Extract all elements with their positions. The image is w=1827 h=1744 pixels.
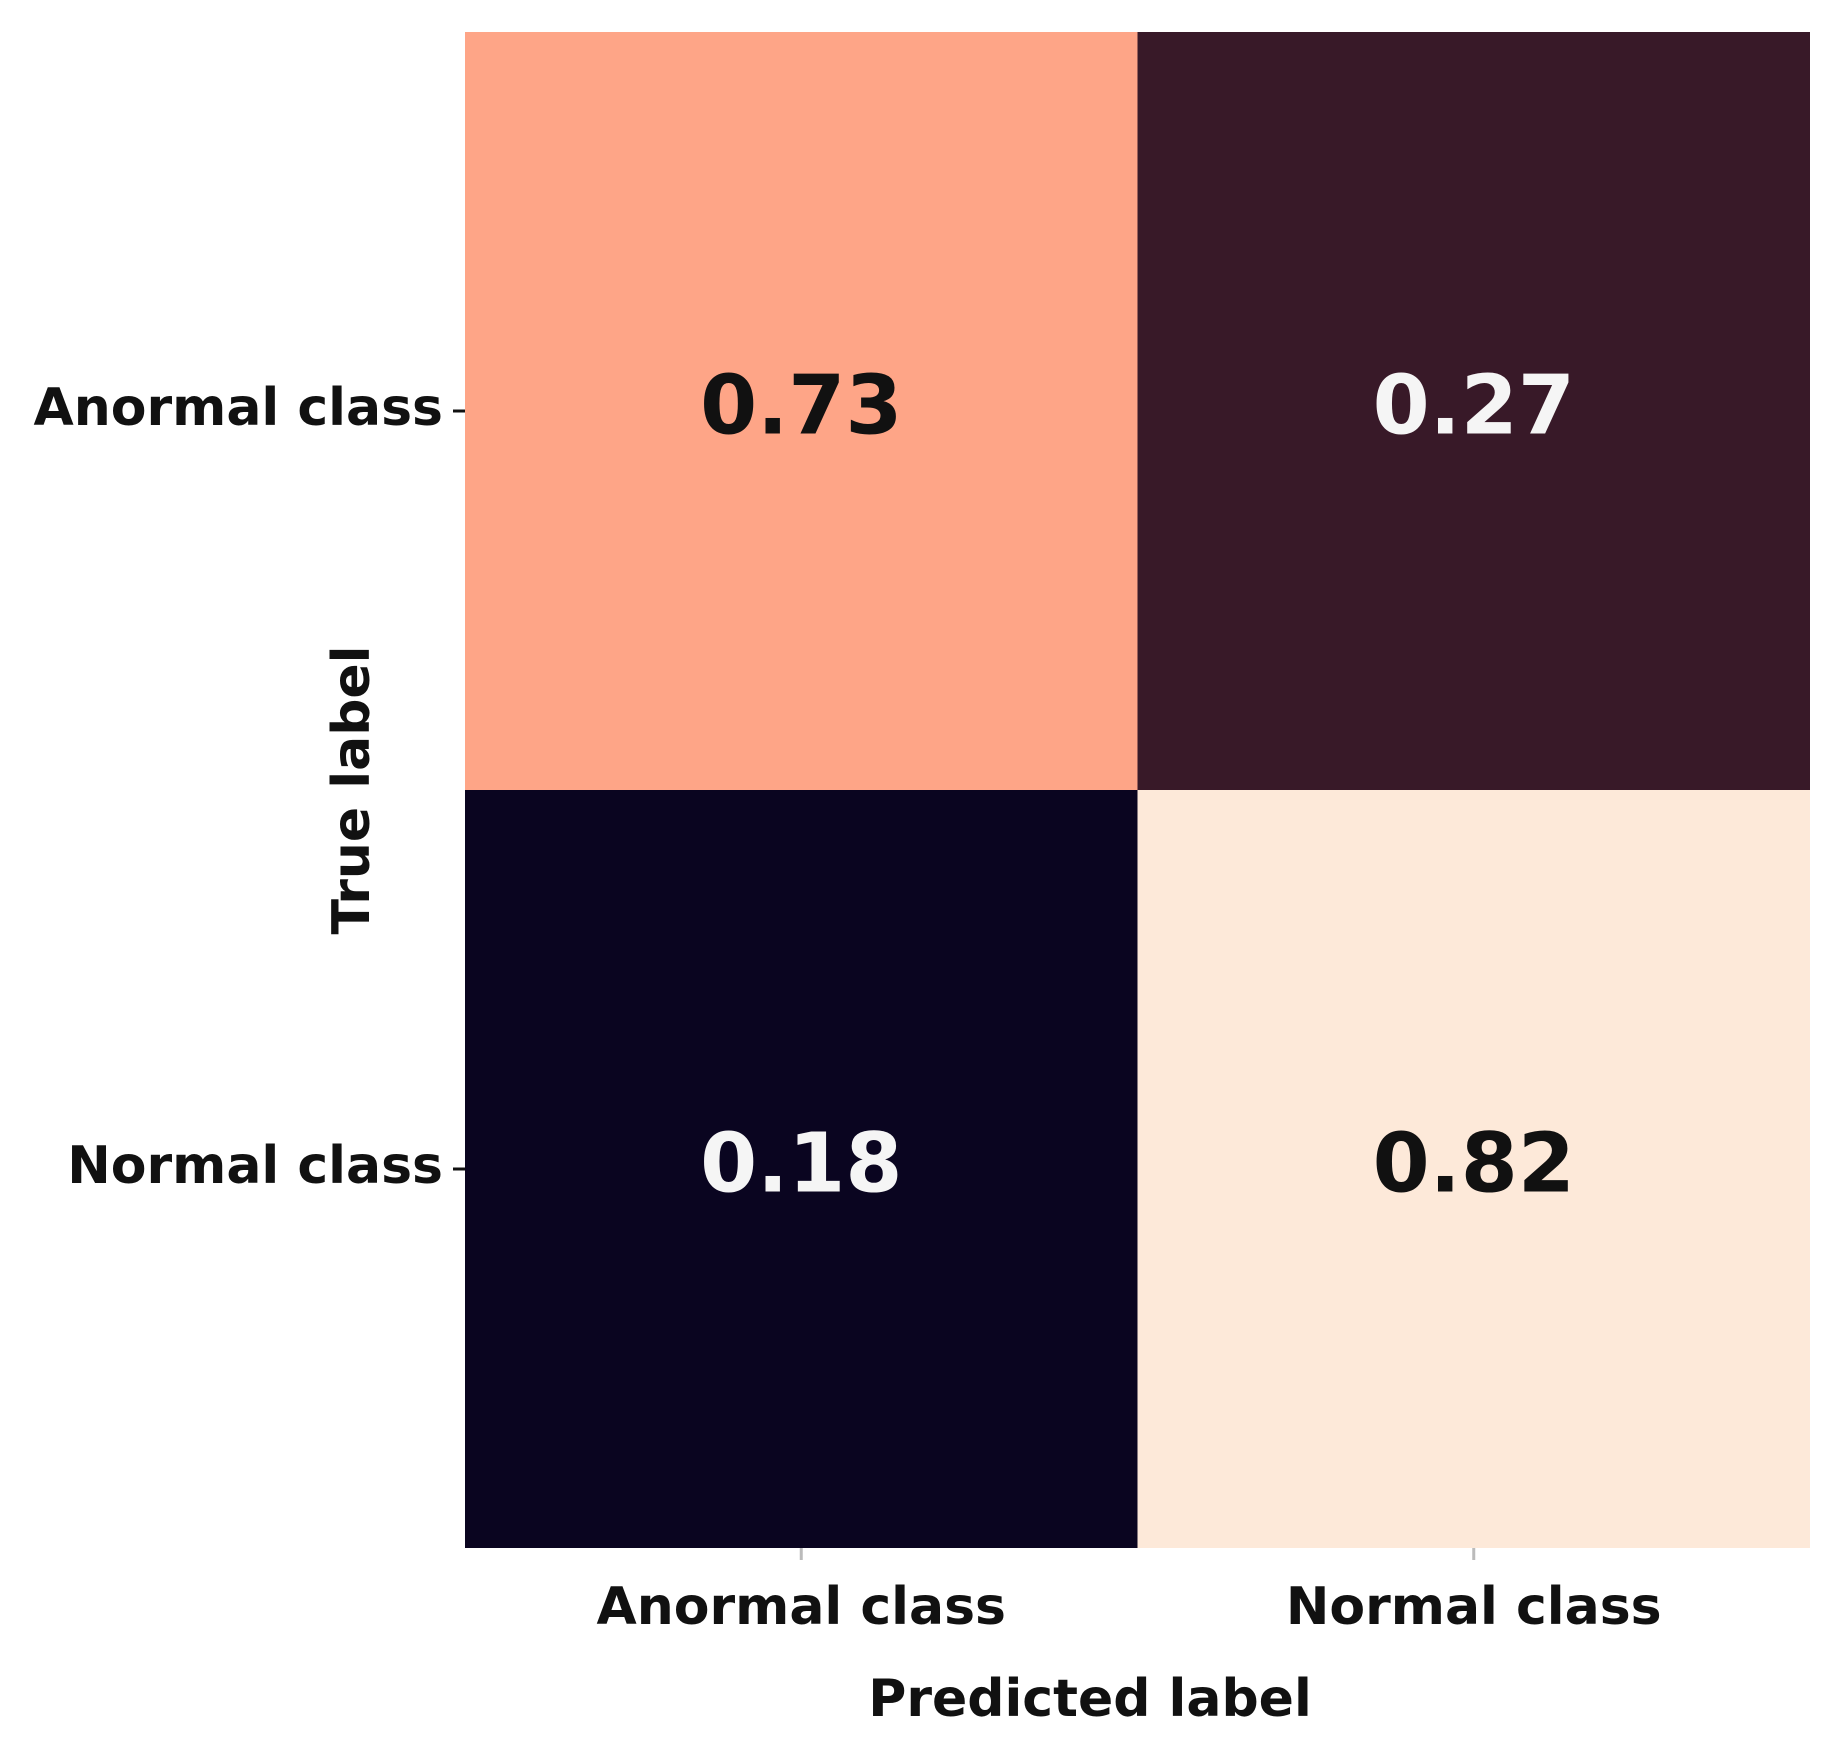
heatmap-cells — [465, 32, 1810, 1548]
heatmap-cell-r1-c0 — [465, 790, 1138, 1548]
y-tick-label: Anormal class — [34, 378, 443, 438]
y-axis-ticks: Anormal class Normal class — [34, 378, 465, 1196]
x-axis-title: Predicted label — [868, 1669, 1312, 1729]
y-tick-label: Normal class — [67, 1136, 443, 1196]
x-tick-label: Anormal class — [597, 1577, 1006, 1637]
x-axis-ticks: Anormal class Normal class — [597, 1548, 1662, 1637]
heatmap-cell-r0-c0 — [465, 32, 1138, 790]
heatmap-value-label-r1-c1: 0.82 — [1373, 1116, 1575, 1211]
heatmap-value-label-r1-c0: 0.18 — [700, 1116, 902, 1211]
heatmap-cell-r1-c1 — [1137, 790, 1810, 1548]
y-axis-title: True label — [322, 645, 382, 934]
heatmap-cell-r0-c1 — [1137, 32, 1810, 790]
x-tick-label: Normal class — [1286, 1577, 1662, 1637]
heatmap-value-labels: 0.73 0.27 0.18 0.82 — [700, 358, 1575, 1211]
heatmap-value-label-r0-c1: 0.27 — [1373, 358, 1575, 453]
heatmap-value-label-r0-c0: 0.73 — [700, 358, 902, 453]
